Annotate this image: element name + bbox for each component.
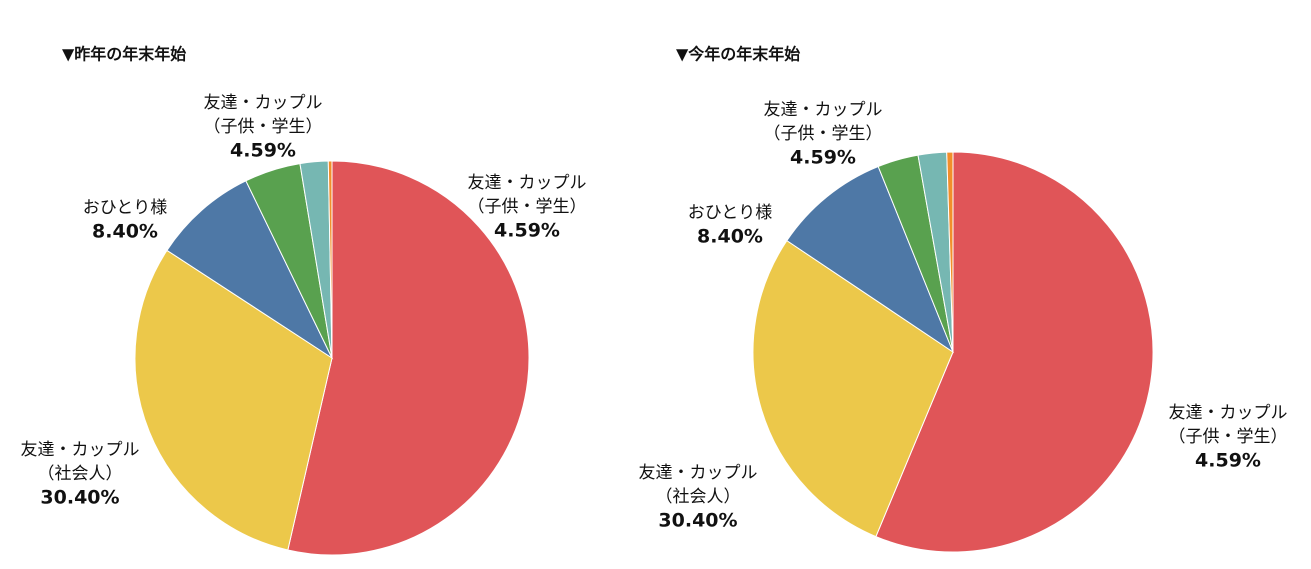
- slice-label: 4.59%: [1195, 450, 1261, 472]
- pie-slice: [786, 165, 955, 354]
- slice-label: 友達・カップル: [639, 463, 758, 483]
- slice-label: 友達・カップル: [1169, 403, 1288, 423]
- chart-title: ▼昨年の年末年始: [62, 45, 186, 64]
- pie-slice: [287, 160, 530, 556]
- chart-title: ▼今年の年末年始: [676, 45, 800, 64]
- slice-label: 友達・カップル: [204, 93, 323, 113]
- pie-slice: [134, 249, 333, 551]
- slice-label: 友達・カップル: [21, 440, 140, 460]
- slice-label: おひとり様: [688, 203, 773, 223]
- slice-label: 30.40%: [40, 487, 119, 509]
- slice-label: （社会人）: [656, 487, 741, 507]
- pie-slice: [752, 239, 954, 538]
- slice-label: 友達・カップル: [468, 173, 587, 193]
- slice-label: （子供・学生）: [1169, 427, 1288, 447]
- slice-label: （子供・学生）: [204, 117, 323, 137]
- slice-label: 8.40%: [92, 221, 158, 243]
- slice-label: （社会人）: [38, 464, 123, 484]
- slice-label: 4.59%: [230, 140, 296, 162]
- slice-label: 4.59%: [790, 147, 856, 169]
- slice-label: （子供・学生）: [468, 197, 587, 217]
- slice-label: 4.59%: [494, 220, 560, 242]
- pie-slice: [166, 180, 334, 360]
- pie-slice: [327, 160, 333, 359]
- slice-label: 友達・カップル: [764, 100, 883, 120]
- slice-label: （子供・学生）: [764, 124, 883, 144]
- pie-slice: [875, 151, 1154, 553]
- pie-slice: [946, 151, 954, 353]
- slice-label: 8.40%: [697, 226, 763, 248]
- slice-label: 30.40%: [658, 510, 737, 532]
- slice-label: おひとり様: [83, 198, 168, 218]
